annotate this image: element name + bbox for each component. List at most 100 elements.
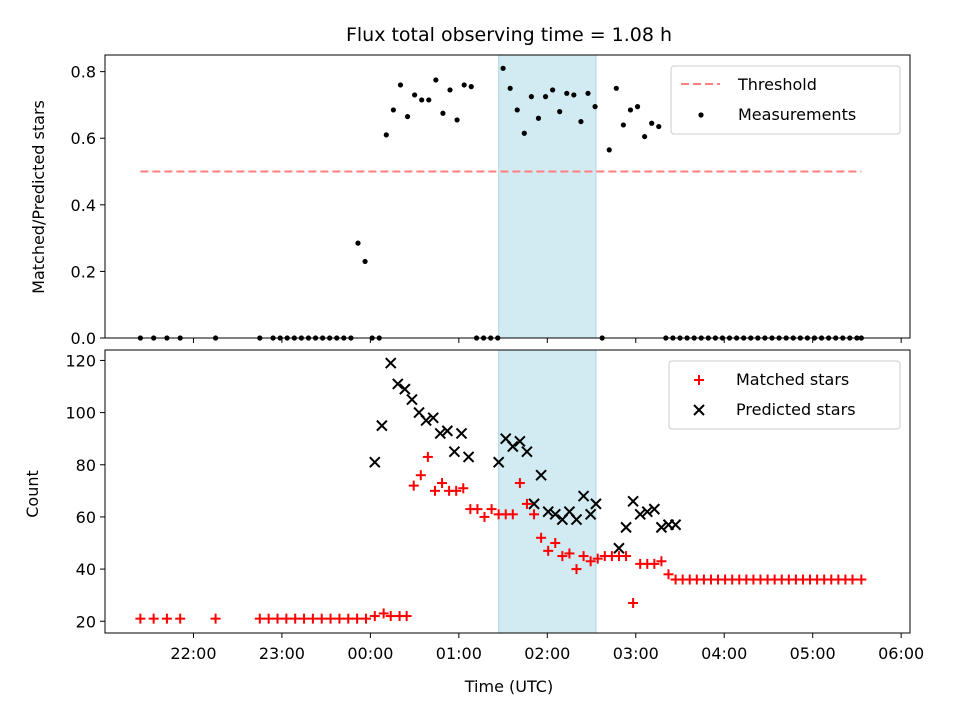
matched-point	[543, 545, 554, 556]
bottom-legend: Matched stars Predicted stars	[668, 360, 901, 430]
predicted-point-b	[641, 506, 653, 518]
predicted-point-b	[427, 412, 439, 424]
predicted-point	[577, 490, 590, 502]
top-axes-frame	[104, 54, 911, 339]
matched-point	[564, 548, 575, 559]
predicted-point-b	[613, 542, 625, 554]
matched-point	[458, 483, 469, 494]
bottom-x-tick-label: 05:00	[790, 644, 836, 663]
matched-point	[529, 509, 540, 520]
matched-point	[486, 504, 497, 515]
legend-measurements-label: Measurements	[738, 105, 856, 124]
predicted-point	[584, 508, 597, 521]
matched-point	[385, 611, 396, 622]
matched-point	[479, 511, 490, 522]
predicted-point	[613, 542, 625, 554]
matched-point	[316, 613, 327, 624]
predicted-point	[420, 414, 432, 427]
measurement-point	[426, 97, 432, 103]
predicted-point-b	[584, 508, 597, 521]
top-y-tick-label: 0.4	[71, 196, 96, 215]
bottom-axes-frame	[104, 349, 911, 634]
matched-point	[550, 538, 561, 549]
matched-point	[352, 613, 363, 624]
measurement-point	[500, 65, 506, 71]
measurement-point	[528, 94, 534, 100]
predicted-point-b	[590, 498, 602, 510]
matched-point	[451, 485, 462, 496]
bottom-y-tick-label: 20	[76, 612, 96, 631]
legend-predicted-swatch	[693, 404, 705, 416]
predicted-point	[406, 393, 418, 406]
predicted-point-b	[399, 383, 411, 395]
predicted-point-b	[620, 521, 632, 534]
predicted-point	[570, 513, 583, 526]
chart-title: Flux total observing time = 1.08 h	[346, 24, 672, 46]
measurement-point	[550, 87, 556, 93]
bottom-panel: 20 40 60 80 100 120 22:00 23:00 00:00 01:00 02:00 0…	[65, 349, 924, 663]
measurement-point	[585, 90, 591, 96]
predicted-point-b	[648, 503, 661, 515]
matched-point	[621, 551, 632, 562]
predicted-point-b	[385, 357, 397, 369]
measurement-point	[578, 118, 584, 125]
measurement-point	[419, 97, 425, 103]
predicted-point-b	[507, 440, 519, 453]
predicted-point	[392, 378, 404, 390]
predicted-point	[492, 456, 505, 468]
matched-point	[628, 598, 639, 609]
predicted-point	[441, 425, 454, 437]
matched-point	[334, 613, 345, 624]
matched-point	[299, 613, 310, 624]
predicted-point	[535, 469, 547, 481]
matched-point	[856, 574, 867, 585]
predicted-point-b	[521, 446, 533, 458]
matched-point	[415, 470, 426, 481]
predicted-point-b	[542, 506, 554, 518]
predicted-point-b	[549, 508, 561, 521]
measurement-point	[656, 123, 662, 130]
predicted-point-b	[500, 432, 512, 445]
measurement-point	[606, 147, 612, 153]
predicted-point-b	[627, 495, 639, 507]
predicted-point	[590, 498, 602, 510]
bottom-x-tick-label: 02:00	[524, 644, 570, 663]
predicted-point	[448, 446, 461, 458]
matched-point	[557, 551, 568, 562]
measurement-point	[383, 132, 389, 138]
predicted-point-b	[570, 513, 583, 526]
measurement-point	[461, 82, 467, 88]
top-legend: Threshold Measurements	[670, 65, 901, 135]
predicted-point	[376, 419, 388, 432]
measurement-point	[535, 115, 542, 121]
measurement-point	[649, 120, 655, 126]
measurement-point	[542, 94, 549, 100]
legend-predicted-label: Predicted stars	[736, 400, 856, 419]
matched-point	[343, 613, 354, 624]
measurement-point	[557, 109, 563, 115]
bottom-x-tick-label: 06:00	[878, 644, 924, 663]
measurement-point	[564, 90, 570, 96]
measurement-point	[571, 92, 577, 98]
matched-point	[254, 613, 265, 624]
measurement-point	[468, 84, 474, 90]
matched-point	[263, 613, 274, 624]
measurement-point	[454, 117, 460, 123]
measurement-point	[433, 77, 439, 83]
matched-point	[401, 611, 412, 622]
predicted-point	[462, 451, 475, 463]
predicted-point-b	[441, 425, 454, 437]
matched-point	[210, 613, 221, 624]
matched-point	[536, 532, 547, 543]
matched-point	[272, 613, 283, 624]
measurement-point	[507, 85, 513, 91]
measurement-point	[627, 107, 634, 113]
bottom-y-tick-label: 80	[76, 456, 96, 475]
measurement-point	[634, 104, 641, 110]
bottom-y-axis-label: Count	[23, 470, 42, 518]
top-legend-box	[670, 65, 901, 135]
matched-point	[437, 478, 448, 489]
matched-point	[649, 558, 660, 569]
predicted-point	[648, 503, 661, 515]
